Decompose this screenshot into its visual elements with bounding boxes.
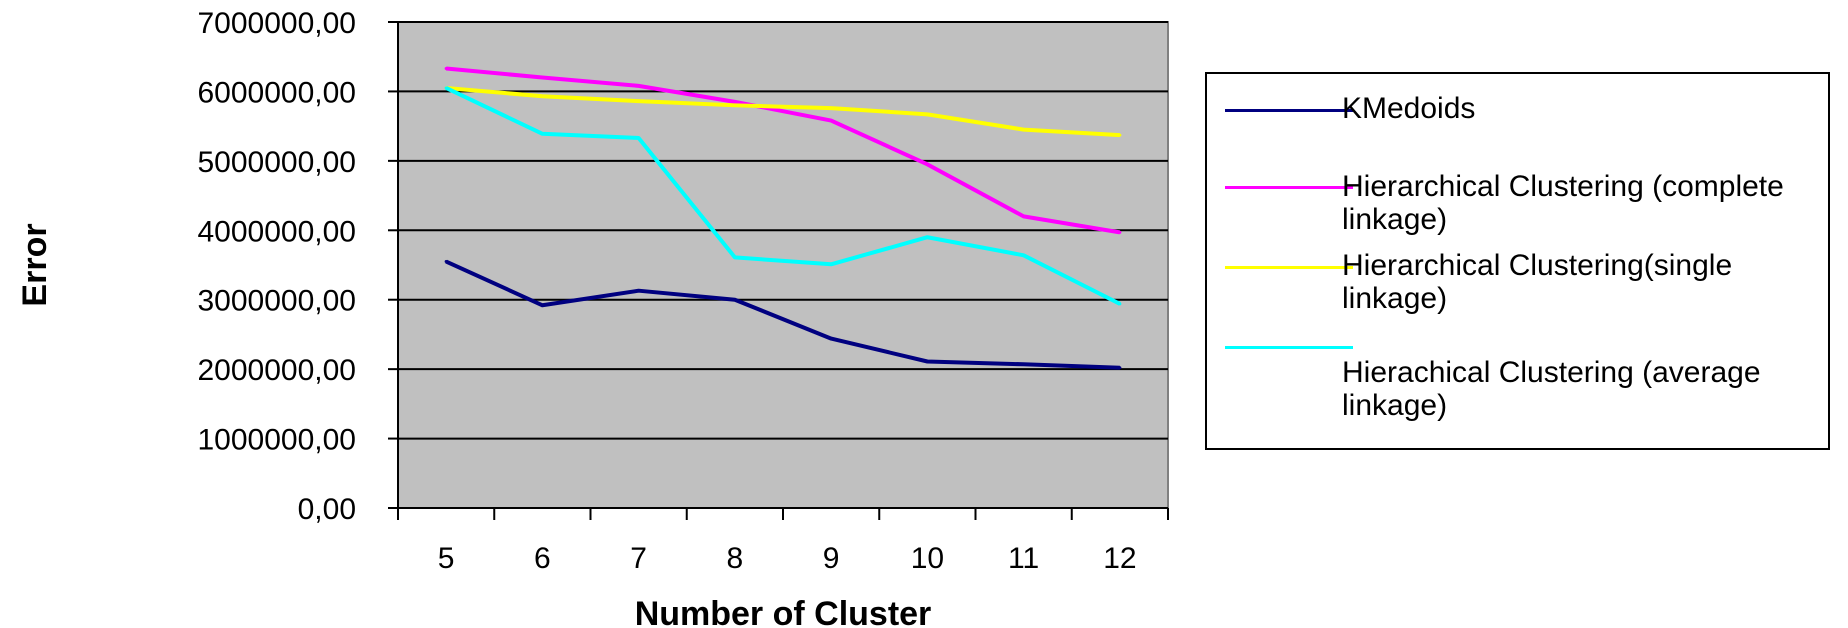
data-point <box>1118 366 1122 370</box>
data-point <box>925 235 929 239</box>
data-point <box>540 76 544 80</box>
data-point <box>444 86 448 90</box>
legend-swatch-kmedoids <box>1225 109 1353 112</box>
axes <box>388 21 1169 520</box>
x-tick-label: 12 <box>1103 542 1136 575</box>
x-tick-label: 10 <box>911 542 944 575</box>
legend: KMedoids Hierarchical Clustering (comple… <box>1205 72 1830 450</box>
x-axis-title: Number of Cluster <box>635 595 932 628</box>
legend-swatch-single-linkage <box>1225 266 1353 269</box>
data-point <box>444 260 448 264</box>
data-point <box>733 298 737 302</box>
data-point <box>829 337 833 341</box>
x-tick-label: 9 <box>823 542 840 575</box>
data-point <box>540 94 544 98</box>
legend-swatch-complete-linkage <box>1225 186 1353 189</box>
y-tick-label: 7000000,00 <box>198 7 357 40</box>
data-point <box>540 132 544 136</box>
legend-swatch-average-linkage <box>1225 346 1353 349</box>
y-tick-label: 6000000,00 <box>198 76 357 109</box>
y-tick-label: 3000000,00 <box>198 285 357 318</box>
data-point <box>925 360 929 364</box>
data-point <box>637 99 641 103</box>
y-tick-label: 4000000,00 <box>198 215 357 248</box>
data-point <box>1022 128 1026 132</box>
series-line-2 <box>445 85 1120 138</box>
series-line-3 <box>445 86 1121 306</box>
series-line-1 <box>445 66 1121 235</box>
data-point <box>540 303 544 307</box>
x-tick-label: 7 <box>630 542 647 575</box>
data-point <box>829 262 833 266</box>
data-point <box>733 103 737 107</box>
data-point <box>829 119 833 123</box>
y-tick-label: 2000000,00 <box>198 354 357 387</box>
y-tick-label: 5000000,00 <box>198 146 357 179</box>
data-point <box>1022 253 1026 257</box>
x-tick-label: 6 <box>534 542 551 575</box>
data-point <box>1118 133 1122 137</box>
legend-label-complete-linkage: Hierarchical Clustering (complete linkag… <box>1342 170 1784 236</box>
legend-label-kmedoids: KMedoids <box>1342 92 1476 125</box>
data-point <box>637 136 641 140</box>
y-tick-labels: 0,00 1000000,00 2000000,00 3000000,00 400000… <box>198 7 357 526</box>
data-point <box>1022 214 1026 218</box>
data-point <box>444 67 448 71</box>
data-point <box>1022 362 1026 366</box>
data-point <box>733 100 737 104</box>
y-tick-label: 0,00 <box>298 493 356 526</box>
series-line-0 <box>445 259 1120 370</box>
data-point <box>637 289 641 293</box>
x-tick-label: 11 <box>1008 542 1039 575</box>
data-point <box>925 112 929 116</box>
y-tick-label: 1000000,00 <box>198 424 357 457</box>
x-tick-label: 8 <box>727 542 744 575</box>
x-tick-label: 5 <box>438 542 455 575</box>
y-axis-title: Error <box>16 223 54 306</box>
gridlines <box>398 21 1168 440</box>
x-tick-labels: 5 6 7 8 9 10 11 12 <box>438 542 1137 575</box>
data-point <box>637 84 641 88</box>
series-lines <box>444 66 1122 370</box>
data-point <box>1118 302 1122 306</box>
data-point <box>1118 230 1122 234</box>
data-point <box>925 162 929 166</box>
data-point <box>829 106 833 110</box>
legend-label-average-linkage: Hierachical Clustering (average linkage) <box>1342 356 1761 422</box>
legend-label-single-linkage: Hierarchical Clustering(single linkage) <box>1342 249 1733 315</box>
data-point <box>733 255 737 259</box>
